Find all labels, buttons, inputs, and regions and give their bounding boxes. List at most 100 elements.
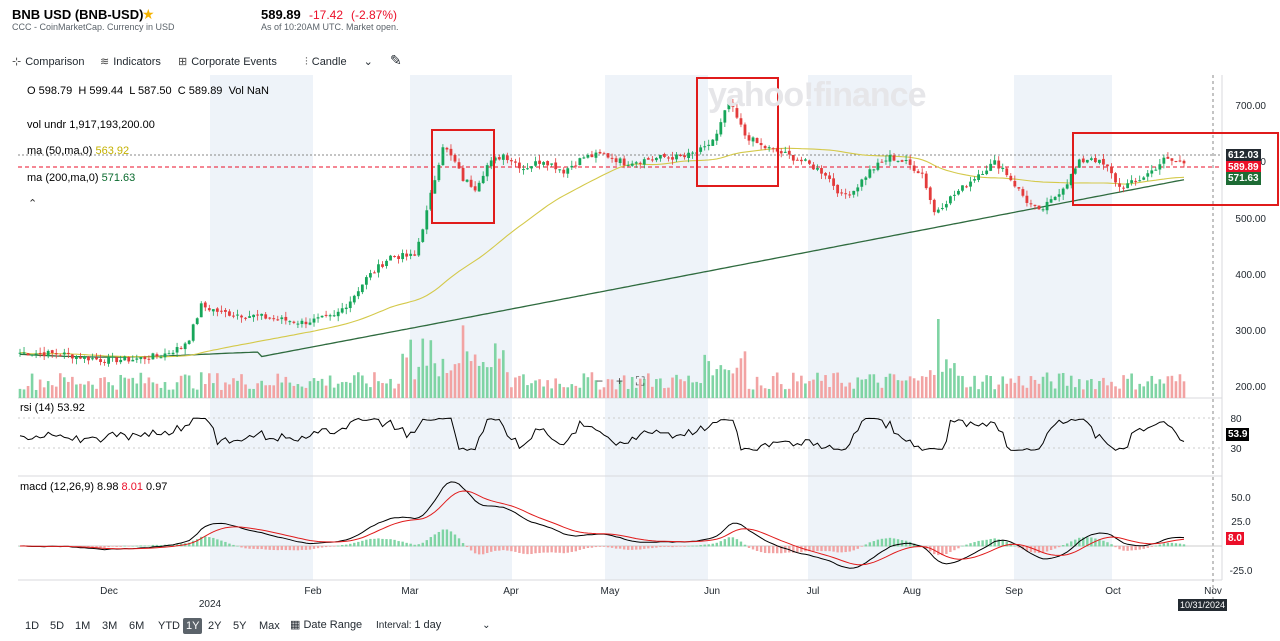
- macd-hist-bar: [792, 546, 795, 553]
- events-icon: ⊞: [178, 56, 188, 68]
- volume-bar: [630, 376, 634, 398]
- candle-body: [22, 352, 26, 354]
- range-button-5d[interactable]: 5D: [50, 620, 65, 632]
- range-button-1d[interactable]: 1D: [25, 620, 40, 632]
- macd-legend[interactable]: macd (12,26,9) 8.98 8.01 0.97: [20, 481, 167, 493]
- macd-hist-bar: [880, 538, 884, 547]
- macd-hist-bar: [727, 537, 731, 547]
- volume-bar: [365, 383, 368, 398]
- macd-hist-bar: [127, 546, 130, 547]
- volume-bar: [1126, 378, 1129, 398]
- candle-body: [219, 310, 223, 312]
- candle-body: [787, 150, 791, 155]
- collapse-caret-icon[interactable]: ⌃: [28, 198, 38, 210]
- candle-body: [389, 255, 392, 261]
- macd-hist-bar: [212, 537, 215, 547]
- macd-hist-bar: [1138, 546, 1141, 550]
- macd-hist-bar: [308, 546, 312, 550]
- candle-body: [224, 310, 227, 312]
- macd-hist-bar: [888, 537, 892, 547]
- zoom-out-button[interactable]: −: [596, 374, 604, 388]
- candle-body: [1182, 160, 1186, 164]
- volume-bar: [824, 375, 827, 398]
- range-button-3m[interactable]: 3M: [102, 620, 118, 632]
- range-button-5y[interactable]: 5Y: [233, 620, 247, 632]
- candle-body: [1041, 209, 1045, 211]
- highlight-box: [431, 129, 495, 224]
- macd-hist-bar: [220, 540, 223, 547]
- range-button-2y[interactable]: 2Y: [208, 620, 222, 632]
- volume-bar: [614, 389, 618, 398]
- candle-body: [469, 179, 473, 187]
- star-icon[interactable]: ★: [142, 6, 155, 22]
- volume-bar: [787, 388, 791, 398]
- candle-body: [50, 350, 54, 353]
- ma50-legend[interactable]: ma (50,ma,0) 563.92: [27, 145, 129, 157]
- volume-bar: [808, 381, 811, 398]
- macd-hist-bar: [473, 546, 477, 554]
- volume-bar: [357, 372, 360, 398]
- date-range-button[interactable]: ▦ Date Range: [290, 618, 362, 631]
- rsi-legend[interactable]: rsi (14) 53.92: [20, 402, 85, 414]
- chart-type-select[interactable]: ⫶ Candle ⌄: [305, 55, 373, 69]
- candle-body: [369, 273, 372, 278]
- volume-bar: [775, 372, 779, 398]
- comparison-button[interactable]: ⊹ Comparison: [12, 55, 85, 68]
- volume-bar: [1182, 381, 1186, 398]
- macd-hist-bar: [691, 545, 694, 547]
- volume-bar: [602, 387, 606, 398]
- volume-bar: [912, 378, 916, 398]
- macd-hist-bar: [961, 545, 964, 547]
- range-button-max[interactable]: Max: [259, 620, 280, 632]
- range-button-6m[interactable]: 6M: [129, 620, 145, 632]
- interval-select[interactable]: Interval: 1 day ⌄: [376, 619, 490, 631]
- volume-bar: [240, 374, 243, 398]
- volume-bar: [336, 383, 340, 398]
- macd-hist-bar: [187, 542, 191, 547]
- range-button-1y[interactable]: 1Y: [183, 618, 203, 634]
- candle-body: [977, 174, 980, 180]
- range-button-1m[interactable]: 1M: [75, 620, 91, 632]
- candle-body: [948, 196, 952, 204]
- macd-hist-bar: [663, 546, 666, 547]
- volume-bar: [179, 375, 183, 398]
- candle-body: [18, 352, 22, 354]
- corporate-events-button[interactable]: ⊞ Corporate Events: [178, 55, 277, 68]
- ma200-legend[interactable]: ma (200,ma,0) 571.63: [27, 172, 135, 184]
- draw-pencil-icon[interactable]: ✎: [390, 52, 402, 68]
- candle-body: [715, 133, 719, 141]
- volume-bar: [751, 389, 755, 398]
- candle-body: [95, 357, 98, 360]
- volume-bar: [107, 382, 110, 398]
- candle-body: [1178, 160, 1182, 162]
- macd-hist-bar: [981, 540, 984, 547]
- fit-screen-button[interactable]: ⛶: [636, 374, 645, 388]
- x-tick-label: Apr: [503, 586, 519, 597]
- candle-body: [1077, 159, 1081, 168]
- indicators-button[interactable]: ≋ Indicators: [100, 55, 161, 68]
- zoom-in-button[interactable]: +: [616, 374, 624, 388]
- x-tick-label: Dec: [100, 586, 118, 597]
- macd-hist-bar: [747, 546, 751, 549]
- macd-hist-bar: [147, 545, 151, 547]
- candle-body: [598, 151, 602, 154]
- volume-bar: [393, 388, 396, 398]
- candle-body: [940, 207, 944, 209]
- month-band: [210, 75, 313, 580]
- candle-body: [1114, 173, 1117, 183]
- macd-hist-bar: [498, 546, 501, 551]
- candle-body: [66, 352, 70, 354]
- volume-bar: [792, 372, 795, 398]
- macd-hist-bar: [534, 546, 537, 554]
- candle-body: [703, 146, 707, 148]
- macd-hist-bar: [949, 546, 952, 553]
- candle-body: [993, 160, 997, 165]
- macd-hist-bar: [631, 546, 634, 550]
- macd-hist-bar: [767, 546, 771, 554]
- macd-hist-bar: [95, 546, 98, 548]
- range-button-ytd[interactable]: YTD: [158, 620, 180, 632]
- volume-bar: [38, 379, 42, 398]
- volume-bar: [1122, 375, 1125, 398]
- volume-bar: [220, 389, 223, 398]
